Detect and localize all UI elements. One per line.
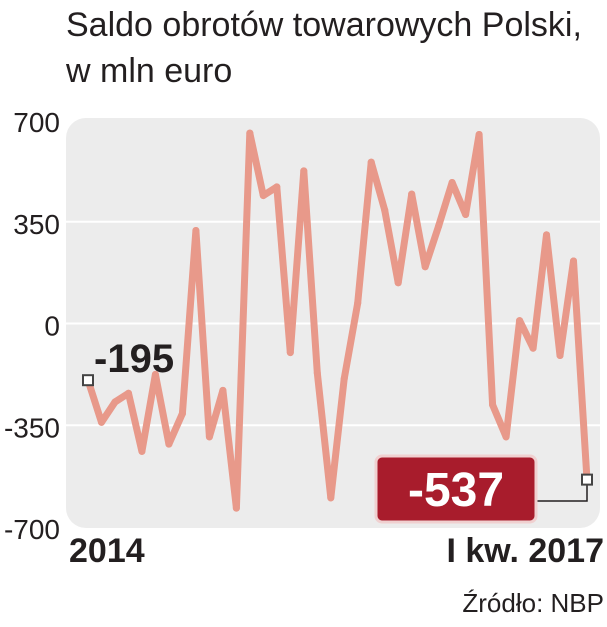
data-point (502, 433, 510, 441)
data-point (489, 401, 497, 409)
data-point (138, 447, 146, 455)
data-point (97, 418, 105, 426)
data-point (367, 158, 375, 166)
data-point (381, 206, 389, 214)
data-point (313, 369, 321, 377)
chart-title: Saldo obrotów towarowych Polski, (66, 6, 582, 44)
source-label: Źródło: NBP (462, 588, 604, 618)
x-axis-end-label: I kw. 2017 (446, 532, 604, 570)
y-tick-label: -700 (4, 514, 60, 545)
data-point (219, 386, 227, 394)
data-point (259, 192, 267, 200)
data-point (516, 317, 524, 325)
data-point (273, 183, 281, 191)
last-value-label: -537 (408, 464, 504, 517)
first-point-marker (82, 374, 94, 387)
series-line (84, 129, 591, 512)
data-point (448, 179, 456, 187)
data-point (475, 131, 483, 139)
data-point (151, 370, 159, 378)
data-point (421, 263, 429, 271)
data-point (354, 299, 362, 307)
data-point (327, 494, 335, 502)
series-line-layer: -195 -537 (82, 129, 593, 524)
data-point (192, 226, 200, 234)
data-point (246, 129, 254, 137)
y-tick-label: 0 (44, 311, 60, 342)
data-point (165, 440, 173, 448)
data-point (408, 190, 416, 198)
y-tick-label: 350 (13, 209, 60, 240)
data-point (178, 410, 186, 418)
data-point (286, 349, 294, 357)
last-point-marker (581, 473, 593, 486)
data-point (543, 231, 551, 239)
data-point (111, 398, 119, 406)
last-value-badge (374, 454, 538, 524)
last-value-connector (537, 479, 588, 502)
data-point (556, 351, 564, 359)
data-point (394, 279, 402, 287)
chart-subtitle: w mln euro (65, 52, 232, 90)
x-axis-start-label: 2014 (69, 532, 145, 570)
data-point (529, 344, 537, 352)
y-axis-ticks: 700 350 0 -350 -700 (4, 107, 60, 545)
data-point (435, 222, 443, 230)
y-tick-label: 700 (13, 107, 60, 138)
data-point (124, 389, 132, 397)
data-point (205, 433, 213, 441)
grid-lines (66, 220, 600, 427)
y-tick-label: -350 (4, 412, 60, 443)
data-point (462, 210, 470, 218)
data-point (340, 375, 348, 383)
first-value-label: -195 (94, 337, 174, 381)
data-point (300, 167, 308, 175)
data-point (570, 257, 578, 265)
data-point (232, 504, 240, 512)
